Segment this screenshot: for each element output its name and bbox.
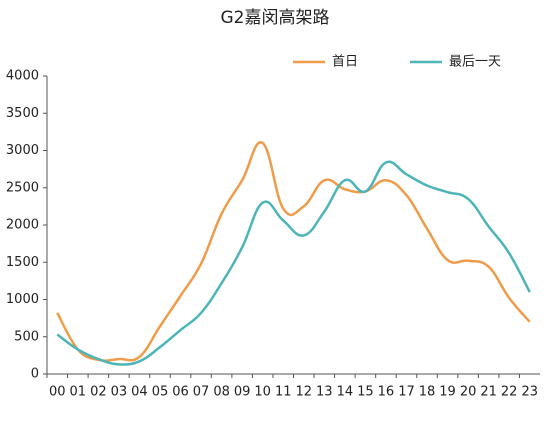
x-tick-label: 01: [70, 385, 87, 400]
series-line: [56, 160, 531, 366]
y-tick-label: 1500: [6, 255, 39, 270]
x-tick-label: 13: [316, 385, 333, 400]
x-tick-label: 14: [337, 385, 354, 400]
y-tick-label: 1000: [6, 292, 39, 307]
x-tick-label: 04: [131, 385, 148, 400]
x-tick-label: 02: [90, 385, 107, 400]
x-tick-label: 20: [460, 385, 477, 400]
x-tick-label: 22: [501, 385, 518, 400]
x-tick-label: 16: [378, 385, 395, 400]
y-tick-label: 4000: [6, 69, 39, 84]
x-tick-label: 17: [398, 385, 415, 400]
x-tick-label: 12: [295, 385, 312, 400]
y-tick-label: 2000: [6, 218, 39, 233]
x-tick-label: 15: [357, 385, 374, 400]
x-tick-label: 09: [234, 385, 251, 400]
x-tick-label: 10: [254, 385, 271, 400]
x-tick-label: 03: [111, 385, 128, 400]
legend-label: 最后一天: [449, 55, 501, 70]
x-tick-label: 05: [152, 385, 169, 400]
y-tick-label: 2500: [6, 180, 39, 195]
legend-label: 首日: [332, 55, 358, 70]
chart-title: G2嘉闵高架路: [221, 8, 330, 28]
x-tick-label: 11: [275, 385, 292, 400]
x-tick-label: 06: [172, 385, 189, 400]
y-tick-label: 3500: [6, 106, 39, 121]
y-tick-label: 0: [31, 367, 39, 382]
series-line: [56, 141, 531, 362]
y-tick-label: 3000: [6, 143, 39, 158]
x-tick-label: 21: [480, 385, 497, 400]
x-tick-label: 00: [49, 385, 66, 400]
x-tick-label: 23: [521, 385, 538, 400]
x-tick-label: 18: [419, 385, 436, 400]
x-tick-label: 08: [213, 385, 230, 400]
y-tick-label: 500: [14, 329, 39, 344]
x-tick-label: 19: [439, 385, 456, 400]
x-tick-label: 07: [193, 385, 210, 400]
